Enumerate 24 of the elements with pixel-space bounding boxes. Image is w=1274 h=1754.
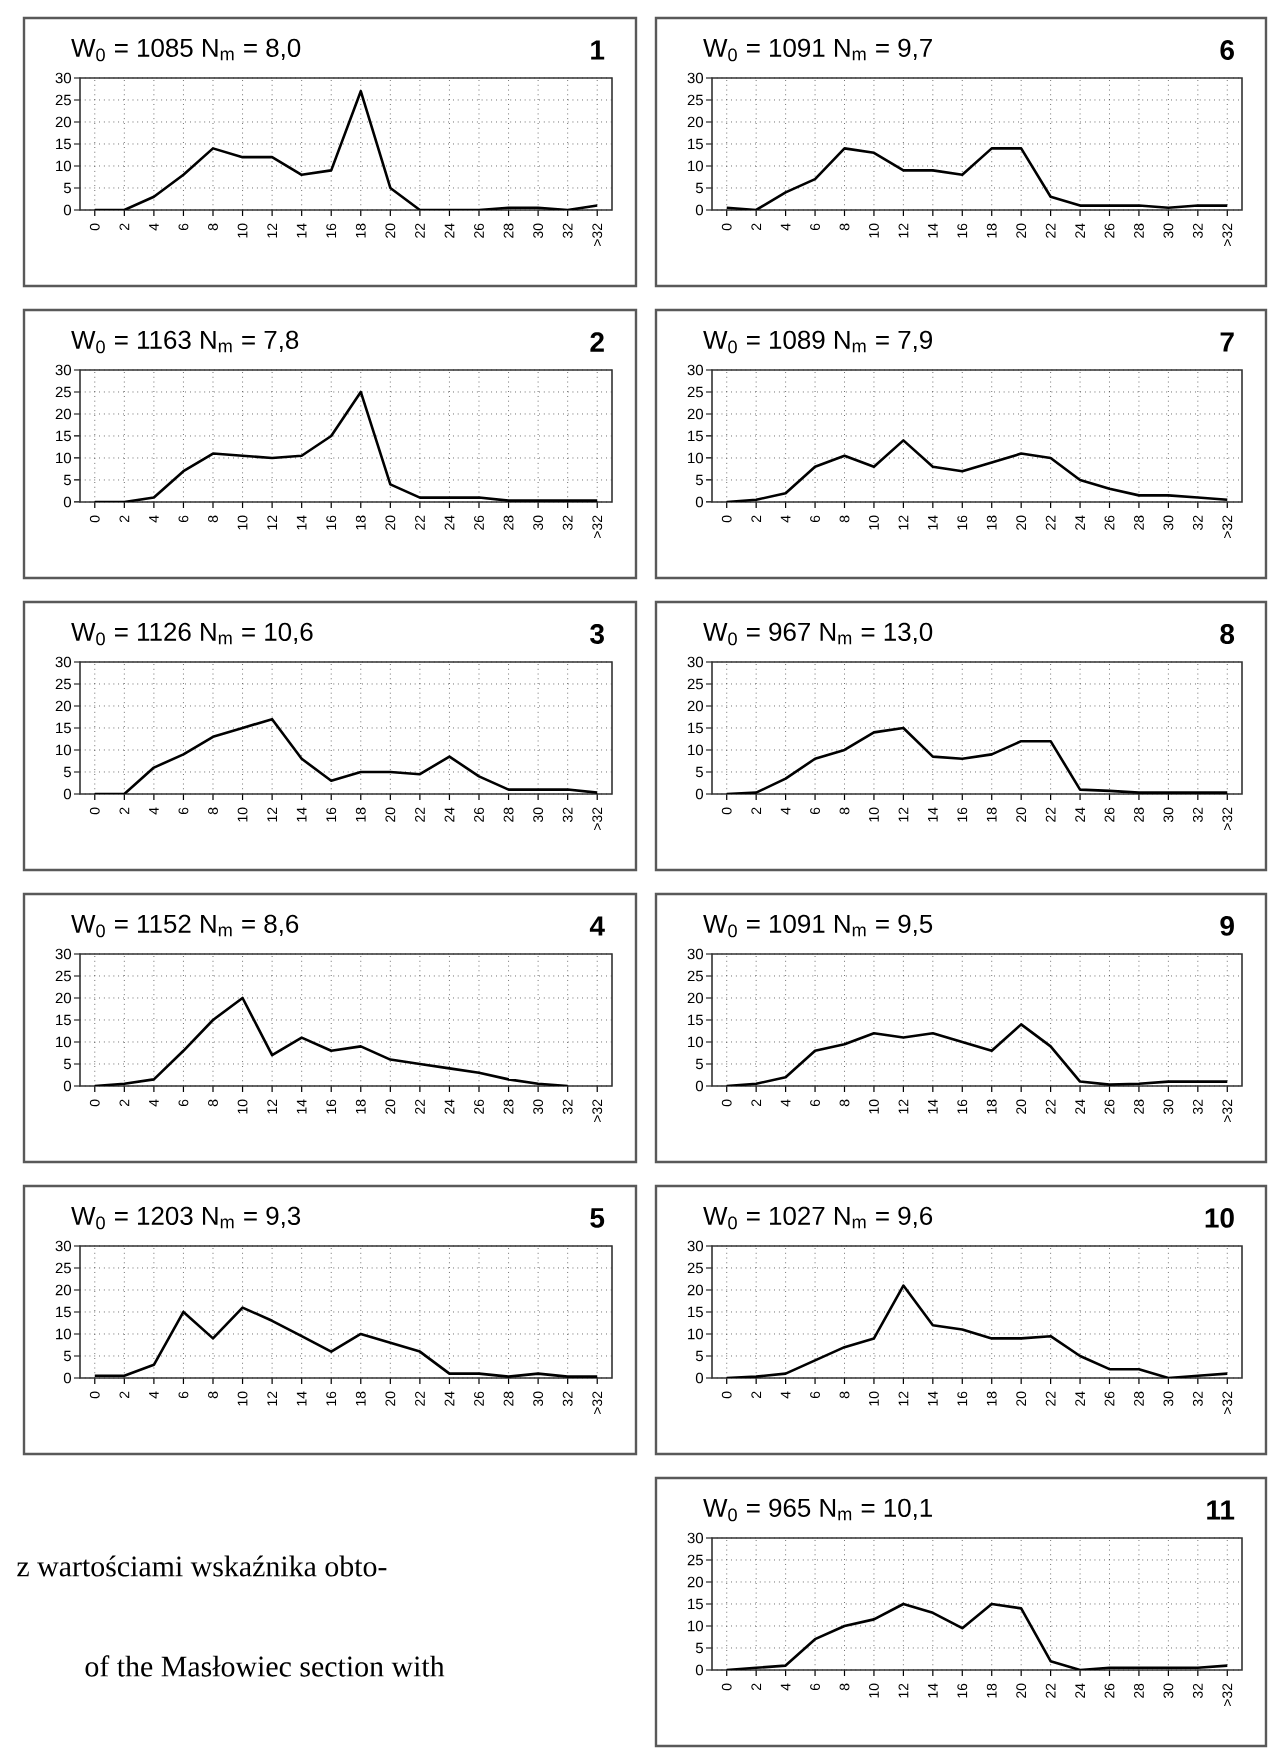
chart-subtitle: 1	[591, 40, 605, 60]
chart-title: W$_{0}$ = 967 N$_{m}$ = 13,0	[703, 622, 933, 646]
chart-subtitle: 8	[1220, 624, 1235, 644]
chart-title: W$_{0}$ = 1091 N$_{m}$ = 9,7	[703, 38, 932, 62]
chart-title: W$_{0}$ = 1152 N$_{m}$ = 8,6	[71, 914, 299, 938]
chart-subtitle: 11	[1207, 1500, 1235, 1520]
chart-title: W$_{0}$ = 1085 N$_{m}$ = 8,0	[71, 38, 301, 62]
chart-subtitle: 4	[589, 916, 605, 936]
chart-subtitle: 5	[590, 1208, 605, 1228]
text: of the Masłowiec section with	[85, 1655, 445, 1677]
text: z wartościami wskaźnika obto-	[17, 1555, 387, 1577]
chart-subtitle: 7	[1220, 332, 1234, 352]
chart-title: W$_{0}$ = 1027 N$_{m}$ = 9,6	[703, 1206, 933, 1230]
chart-title: W$_{0}$ = 1091 N$_{m}$ = 9,5	[703, 914, 933, 938]
chart-title: W$_{0}$ = 965 N$_{m}$ = 10,1	[703, 1498, 932, 1522]
chart-title: W$_{0}$ = 1163 N$_{m}$ = 7,8	[71, 330, 299, 354]
chart-subtitle: 6	[1220, 40, 1234, 60]
chart-subtitle: 3	[590, 624, 604, 644]
chart-subtitle: 9	[1220, 916, 1234, 936]
chart-title: W$_{0}$ = 1203 N$_{m}$ = 9,3	[71, 1206, 301, 1230]
chart-title: W$_{0}$ = 1089 N$_{m}$ = 7,9	[703, 330, 932, 354]
chart-subtitle: 2	[590, 332, 604, 352]
chart-subtitle: 10	[1205, 1208, 1234, 1228]
chart-title: W$_{0}$ = 1126 N$_{m}$ = 10,6	[71, 622, 313, 646]
